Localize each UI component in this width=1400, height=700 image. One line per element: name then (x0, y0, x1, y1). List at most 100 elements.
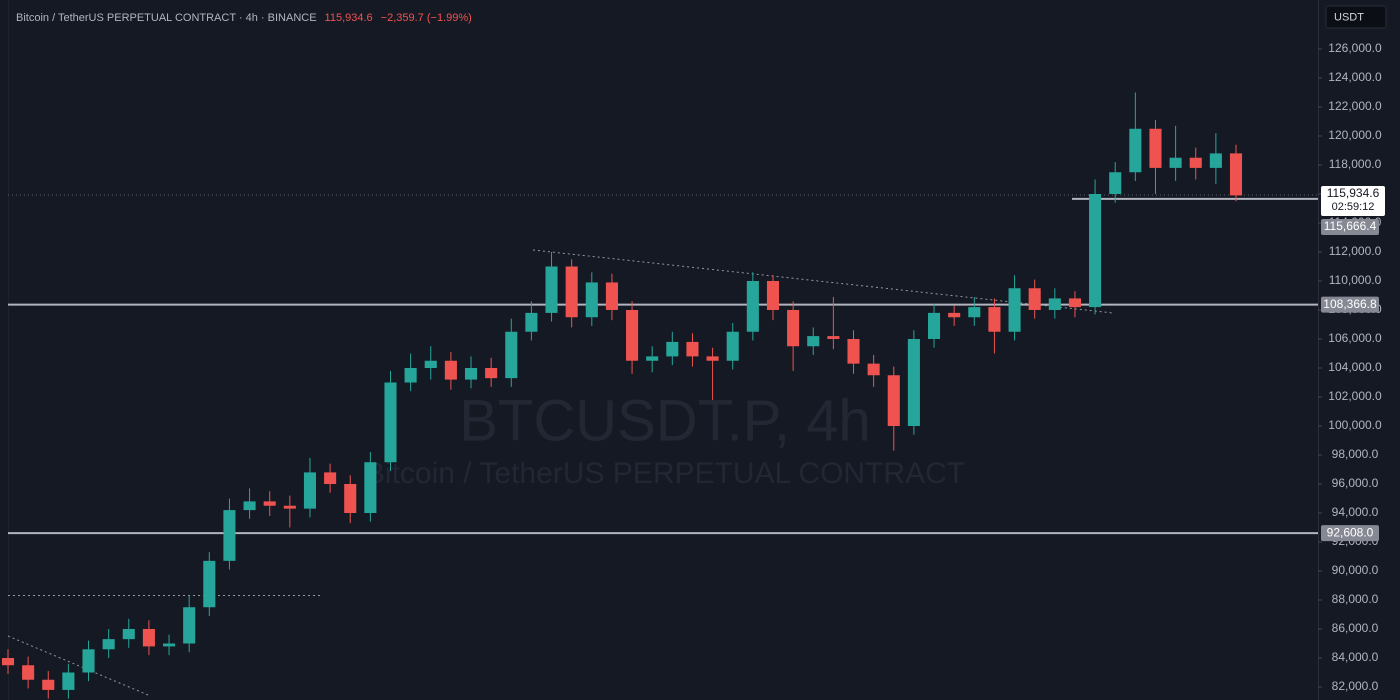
y-tick-label: 110,000.0 (1329, 273, 1382, 287)
price-line-tag (1321, 218, 1379, 235)
y-tick-label: 98,000.0 (1332, 447, 1379, 461)
candle-body (646, 356, 659, 361)
price-line-tag (1321, 296, 1379, 313)
header: Bitcoin / TetherUS PERPETUAL CONTRACT · … (16, 12, 472, 24)
candle-body (283, 505, 296, 509)
y-tick-label: 86,000.0 (1332, 621, 1379, 635)
y-tick-label: 104,000.0 (1328, 360, 1382, 374)
currency-box[interactable] (1325, 5, 1387, 29)
candle-body (384, 382, 397, 463)
candle-body (82, 649, 95, 673)
candle-body (444, 360, 457, 380)
candle-body (827, 336, 840, 339)
candle-body (505, 331, 518, 379)
header-change: −2,359.7 (−1.99%) (381, 12, 472, 24)
countdown: 02:59:12 (1332, 201, 1375, 213)
candle-body (223, 510, 236, 561)
y-tick-label: 124,000.0 (1328, 70, 1382, 84)
y-tick-label: 112,000.0 (1329, 244, 1382, 258)
candle-body (787, 309, 800, 347)
candle-body (766, 280, 780, 310)
candles (1, 92, 1243, 699)
candle-body (1209, 153, 1222, 168)
y-tick-label: 126,000.0 (1328, 41, 1382, 55)
candle-body (605, 282, 618, 310)
last-price-label: 115,934.6 (1327, 186, 1380, 200)
candle-body (1089, 193, 1102, 308)
watermark-subtitle: Bitcoin / TetherUS PERPETUAL CONTRACT (365, 457, 965, 490)
y-tick-label: 90,000.0 (1332, 563, 1379, 577)
candle-body (142, 628, 155, 647)
last-price-tag (1321, 185, 1385, 216)
candle-body (1068, 298, 1081, 308)
candle-body (706, 356, 719, 361)
candle-body (988, 307, 1001, 332)
candle-body (22, 665, 35, 680)
candle-body (122, 628, 135, 640)
candle-body (887, 375, 900, 426)
y-tick-label: 102,000.0 (1328, 389, 1382, 403)
currency-label[interactable]: USDT (1334, 11, 1364, 23)
price-axis-panel (1318, 0, 1400, 700)
y-tick-label: 118,000.0 (1329, 157, 1382, 171)
y-tick-label: 100,000.0 (1328, 418, 1382, 432)
candle-body (485, 367, 498, 379)
candle-body (867, 363, 880, 376)
candle-body (948, 312, 961, 318)
candle-body (545, 266, 558, 313)
candle-body (163, 643, 176, 647)
y-tick-label: 82,000.0 (1332, 679, 1379, 693)
y-tick-label: 122,000.0 (1328, 99, 1382, 113)
candle-body (626, 309, 639, 361)
candle-body (42, 679, 55, 690)
candle-body (344, 483, 357, 513)
trend-line (7, 635, 149, 696)
price-line-label: 108,366.8 (1323, 297, 1377, 311)
candle-body (424, 360, 437, 368)
y-tick-label: 96,000.0 (1332, 476, 1379, 490)
y-tick-label: 84,000.0 (1332, 650, 1379, 664)
candle-body (1149, 128, 1162, 168)
price-line-tag (1321, 525, 1379, 542)
candle-body (62, 672, 75, 690)
header-price: 115,934.6 (325, 12, 373, 24)
candle-body (666, 341, 679, 357)
candle-body (726, 331, 739, 361)
y-tick-label: 106,000.0 (1328, 331, 1382, 345)
y-tick-label: 94,000.0 (1332, 505, 1379, 519)
candle-body (243, 501, 256, 511)
candle-body (102, 639, 115, 650)
candle-body (1048, 298, 1061, 310)
price-line-label: 92,608.0 (1327, 525, 1374, 539)
y-tick-label: 120,000.0 (1328, 128, 1382, 142)
watermark: BTCUSDT.P, 4h (459, 388, 871, 453)
candle-body (1169, 157, 1182, 168)
candle-body (1229, 153, 1243, 196)
candle-body (686, 341, 699, 357)
candle-body (183, 607, 196, 644)
candle-body (1109, 172, 1122, 194)
candle-body (525, 312, 538, 332)
candle-body (1129, 128, 1142, 173)
candle-body (324, 472, 337, 484)
candle-body (907, 338, 920, 426)
candle-body (968, 307, 981, 318)
candle-body (585, 282, 598, 318)
y-tick-label: 88,000.0 (1332, 592, 1379, 606)
candle-body (404, 367, 417, 383)
candle-body (464, 367, 478, 380)
candle-body (364, 462, 377, 513)
candle-body (1028, 288, 1041, 310)
candle-body (203, 560, 216, 608)
candle-body (927, 312, 941, 339)
price-line-label: 115,666.4 (1324, 219, 1377, 233)
candle-body (746, 280, 759, 332)
candle-body (807, 336, 820, 347)
candle-body (565, 266, 578, 318)
candle-body (303, 472, 317, 509)
candle-body (847, 338, 860, 364)
candle-body (263, 501, 276, 506)
candle-body (1189, 157, 1202, 168)
